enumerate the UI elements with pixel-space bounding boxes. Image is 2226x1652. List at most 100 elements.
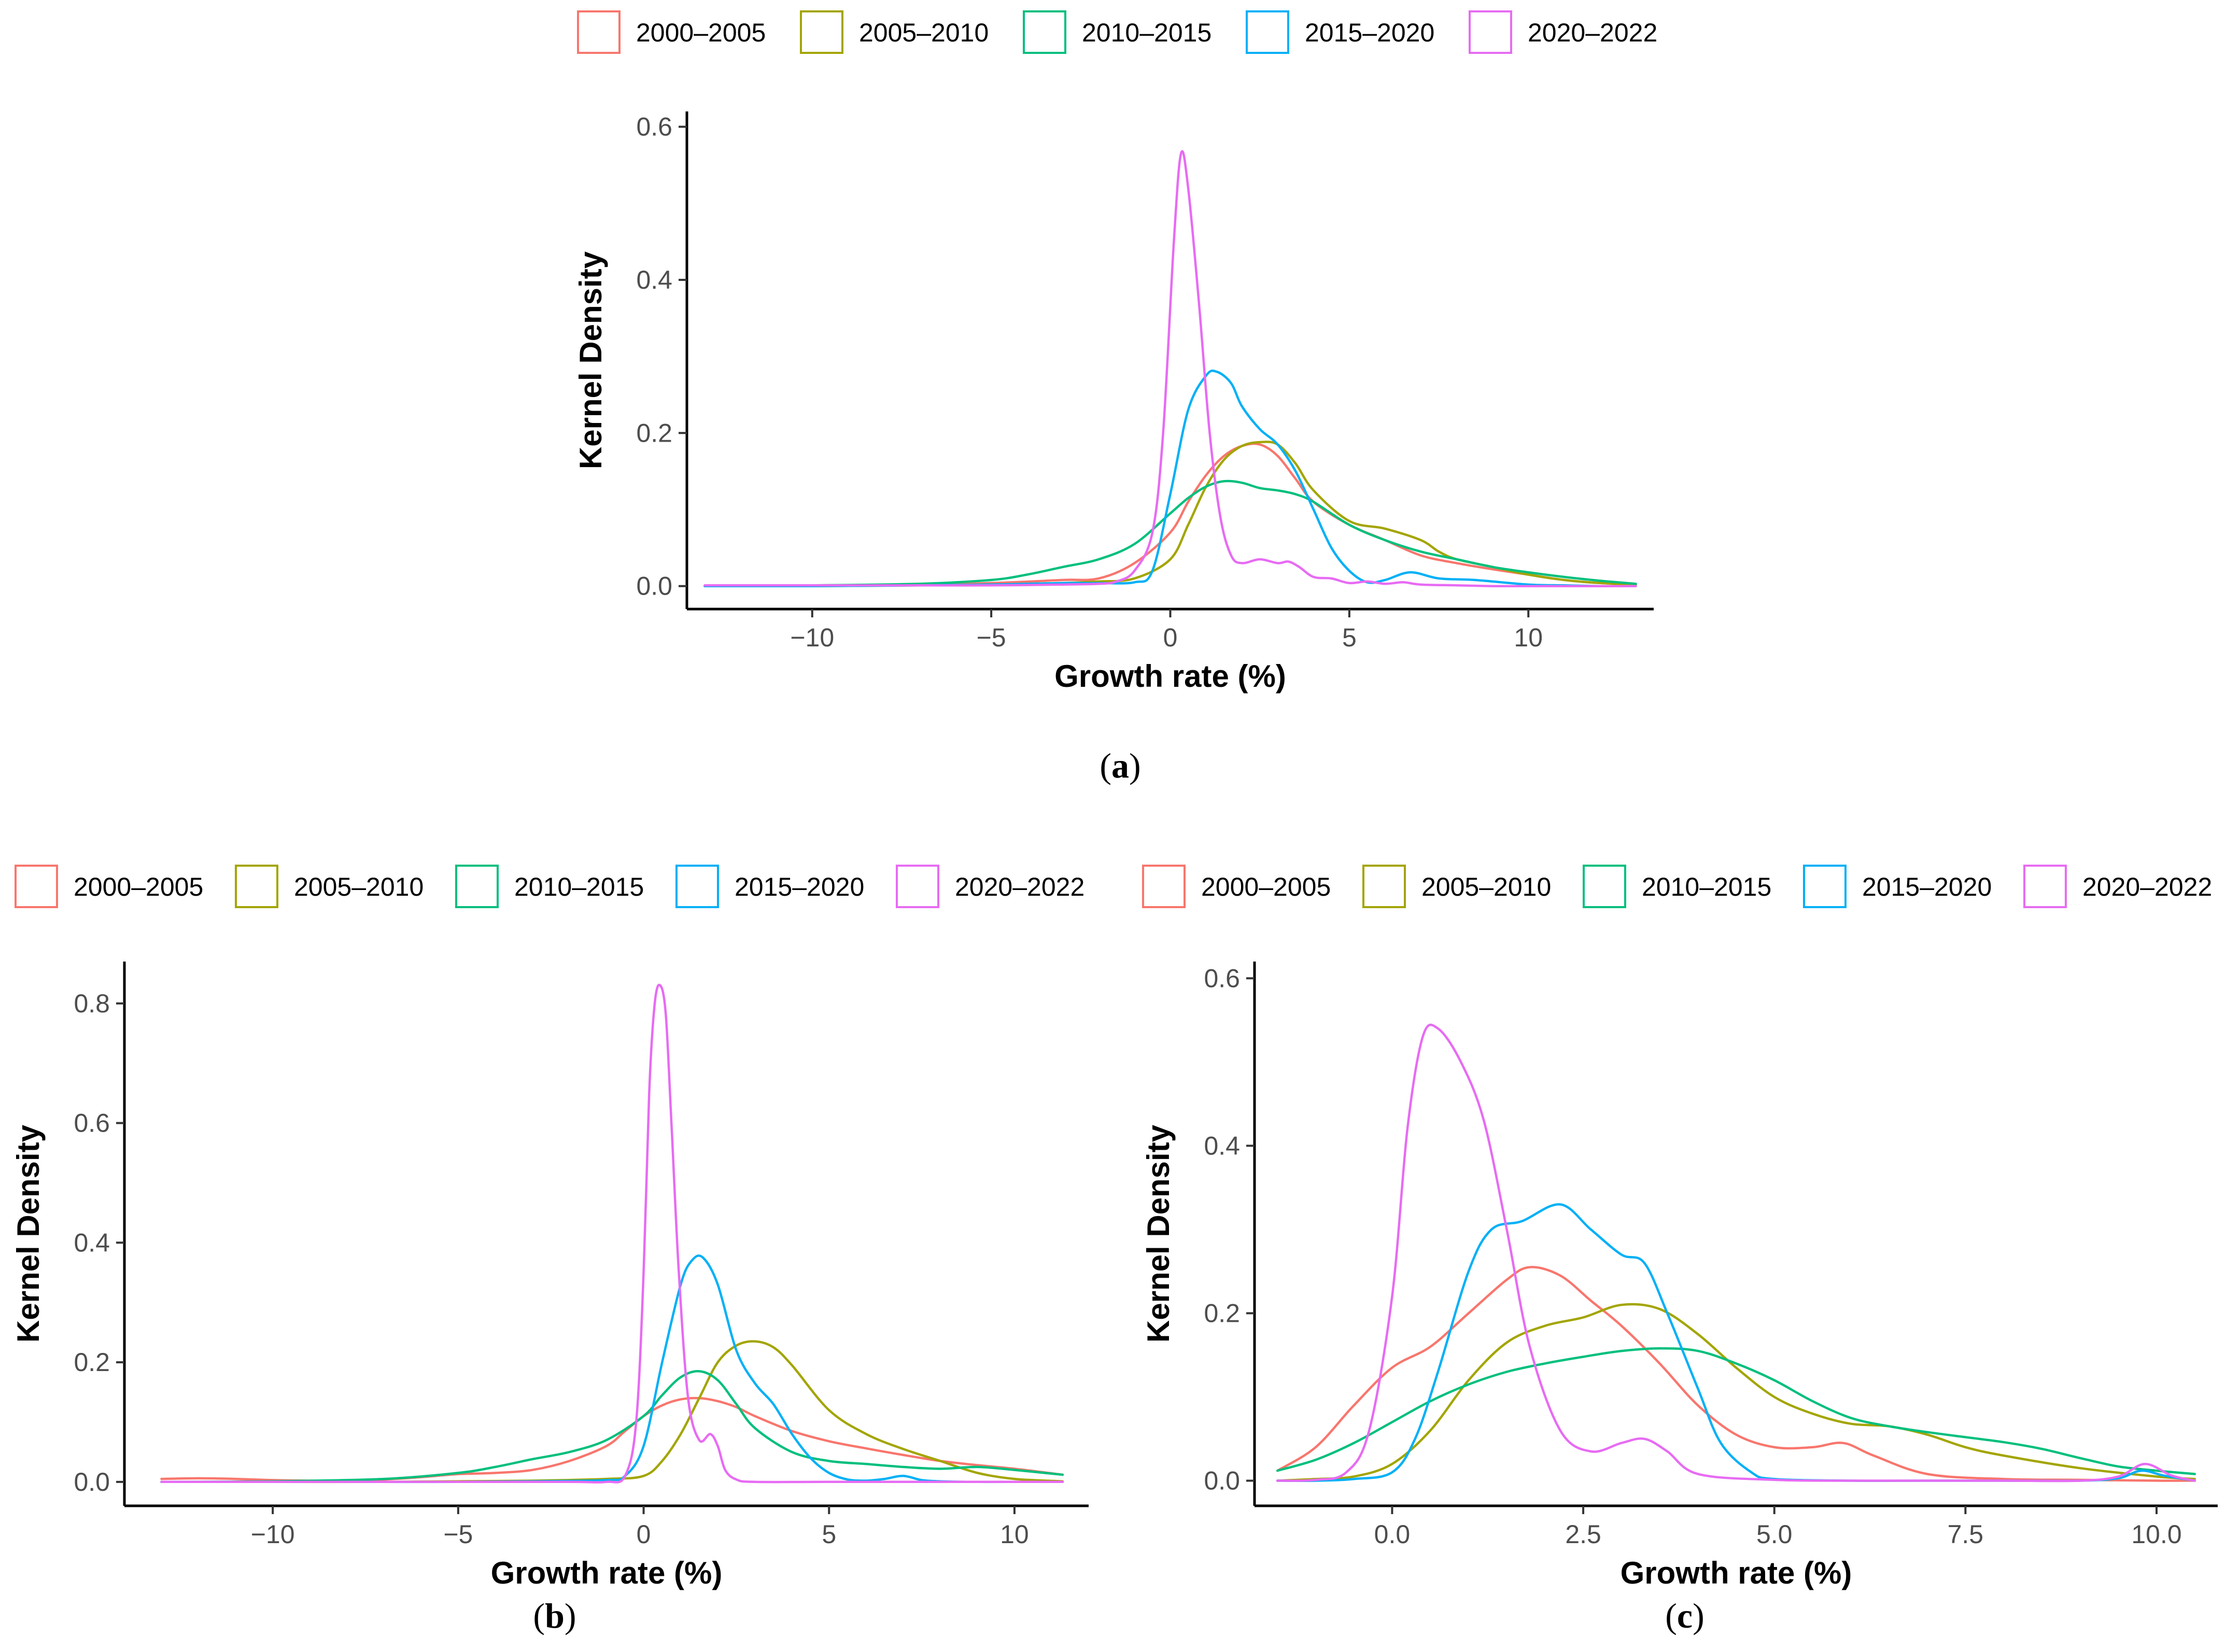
legend-item: 2015–2020 [675, 865, 864, 908]
panel-b: 2000–2005 2005–2010 2010–2015 2015–2020 2020… [11, 865, 1089, 1635]
y-tick-label: 0.8 [74, 989, 110, 1018]
legend-swatch [1023, 10, 1066, 54]
x-tick-label: 10.0 [2131, 1520, 2181, 1549]
x-tick-label: −10 [790, 623, 834, 652]
legend-swatch [800, 10, 843, 54]
series-line-2020–2022 [160, 983, 1064, 1484]
series-line-2010–2015 [160, 1370, 1064, 1484]
x-tick-label: 0 [1163, 623, 1178, 652]
legend-label: 2020–2022 [1528, 18, 1657, 47]
y-axis-title: Kernel Density [573, 251, 608, 469]
series-line-2005–2010 [1276, 1303, 2196, 1482]
legend-item: 2000–2005 [1142, 865, 1331, 908]
legend-swatch [1246, 10, 1289, 54]
series-line-2015–2020 [1276, 1203, 2196, 1482]
y-tick-label: 0.4 [74, 1228, 110, 1257]
legend-label: 2010–2015 [1642, 872, 1771, 901]
y-axis-title: Kernel Density [1141, 1124, 1176, 1343]
x-tick-label: 5 [1342, 623, 1357, 652]
panel-c: 2000–2005 2005–2010 2010–2015 2015–2020 2020… [1141, 865, 2218, 1635]
x-tick-label: −10 [251, 1520, 295, 1549]
legend-item: 2010–2015 [455, 865, 644, 908]
legend-item: 2000–2005 [15, 865, 203, 908]
legend-item: 2020–2022 [1469, 10, 1657, 54]
legend-swatch [235, 865, 278, 908]
series-line-2015–2020 [703, 369, 1637, 588]
legend-swatch [455, 865, 499, 908]
legend-label: 2010–2015 [1082, 18, 1211, 47]
legend-label: 2005–2010 [294, 872, 424, 901]
legend-label: 2020–2022 [955, 872, 1084, 901]
legend-swatch [577, 10, 621, 54]
y-tick-label: 0.2 [636, 418, 672, 447]
x-axis-title: Growth rate (%) [1621, 1556, 1852, 1590]
legend-item: 2005–2010 [235, 865, 424, 908]
legend-label: 2020–2022 [2082, 872, 2212, 901]
y-tick-label: 0.6 [1204, 964, 1240, 993]
legend-label: 2010–2015 [514, 872, 644, 901]
legend-swatch [1583, 865, 1626, 908]
legend-item: 2000–2005 [577, 10, 766, 54]
legend-label: 2000–2005 [1201, 872, 1331, 901]
panel-label: (b) [533, 1596, 576, 1635]
legend-label: 2000–2005 [636, 18, 766, 47]
series-line-2015–2020 [160, 1254, 1064, 1484]
x-tick-label: 5.0 [1756, 1520, 1793, 1549]
series-line-2020–2022 [1276, 1023, 2196, 1482]
y-tick-label: 0.2 [1204, 1298, 1240, 1328]
x-tick-label: 5 [822, 1520, 836, 1549]
y-tick-label: 0.0 [74, 1467, 110, 1496]
y-tick-label: 0.2 [74, 1348, 110, 1377]
legend-label: 2015–2020 [1862, 872, 1992, 901]
legend-a: 2000–2005 2005–2010 2010–2015 2015–2020 2020… [577, 10, 1657, 54]
x-tick-label: 10 [1514, 623, 1543, 652]
y-tick-label: 0.0 [636, 572, 672, 601]
legend-swatch [1142, 865, 1186, 908]
series-line-2010–2015 [703, 479, 1637, 587]
legend-item: 2015–2020 [1246, 10, 1434, 54]
y-tick-label: 0.4 [636, 265, 672, 294]
x-tick-label: −5 [443, 1520, 473, 1549]
legend-c: 2000–2005 2005–2010 2010–2015 2015–2020 2020… [1142, 865, 2212, 908]
x-tick-label: −5 [977, 623, 1006, 652]
legend-item: 2015–2020 [1803, 865, 1992, 908]
legend-item: 2005–2010 [800, 10, 989, 54]
legend-swatch [675, 865, 719, 908]
x-axis-title: Growth rate (%) [491, 1556, 723, 1590]
legend-label: 2000–2005 [74, 872, 203, 901]
legend-swatch [15, 865, 58, 908]
y-tick-label: 0.4 [1204, 1131, 1240, 1160]
x-tick-label: 2.5 [1565, 1520, 1601, 1549]
x-tick-label: 10 [1000, 1520, 1029, 1549]
series-line-2000–2005 [1276, 1266, 2196, 1482]
legend-label: 2005–2010 [1421, 872, 1551, 901]
legend-label: 2015–2020 [735, 872, 864, 901]
legend-swatch [2023, 865, 2067, 908]
panel-label: (c) [1665, 1596, 1704, 1635]
legend-swatch [896, 865, 939, 908]
series-line-2020–2022 [703, 150, 1637, 588]
panel-a: 2000–2005 2005–2010 2010–2015 2015–2020 2020… [573, 10, 1657, 785]
x-tick-label: 0 [637, 1520, 651, 1549]
legend-b: 2000–2005 2005–2010 2010–2015 2015–2020 2020… [15, 865, 1084, 908]
series-line-2005–2010 [160, 1340, 1064, 1484]
legend-label: 2005–2010 [859, 18, 989, 47]
y-tick-label: 0.6 [74, 1109, 110, 1138]
y-tick-label: 0.6 [636, 112, 672, 142]
legend-item: 2010–2015 [1023, 10, 1211, 54]
legend-item: 2005–2010 [1362, 865, 1551, 908]
legend-item: 2020–2022 [896, 865, 1084, 908]
legend-item: 2010–2015 [1583, 865, 1771, 908]
y-tick-label: 0.0 [1204, 1466, 1240, 1495]
panel-label: (a) [1100, 746, 1140, 785]
legend-swatch [1469, 10, 1512, 54]
legend-swatch [1803, 865, 1847, 908]
y-axis-title: Kernel Density [11, 1124, 46, 1343]
legend-label: 2015–2020 [1305, 18, 1434, 47]
legend-item: 2020–2022 [2023, 865, 2212, 908]
legend-swatch [1362, 865, 1406, 908]
x-tick-label: 0.0 [1374, 1520, 1411, 1549]
x-tick-label: 7.5 [1948, 1520, 1984, 1549]
x-axis-title: Growth rate (%) [1054, 659, 1286, 694]
